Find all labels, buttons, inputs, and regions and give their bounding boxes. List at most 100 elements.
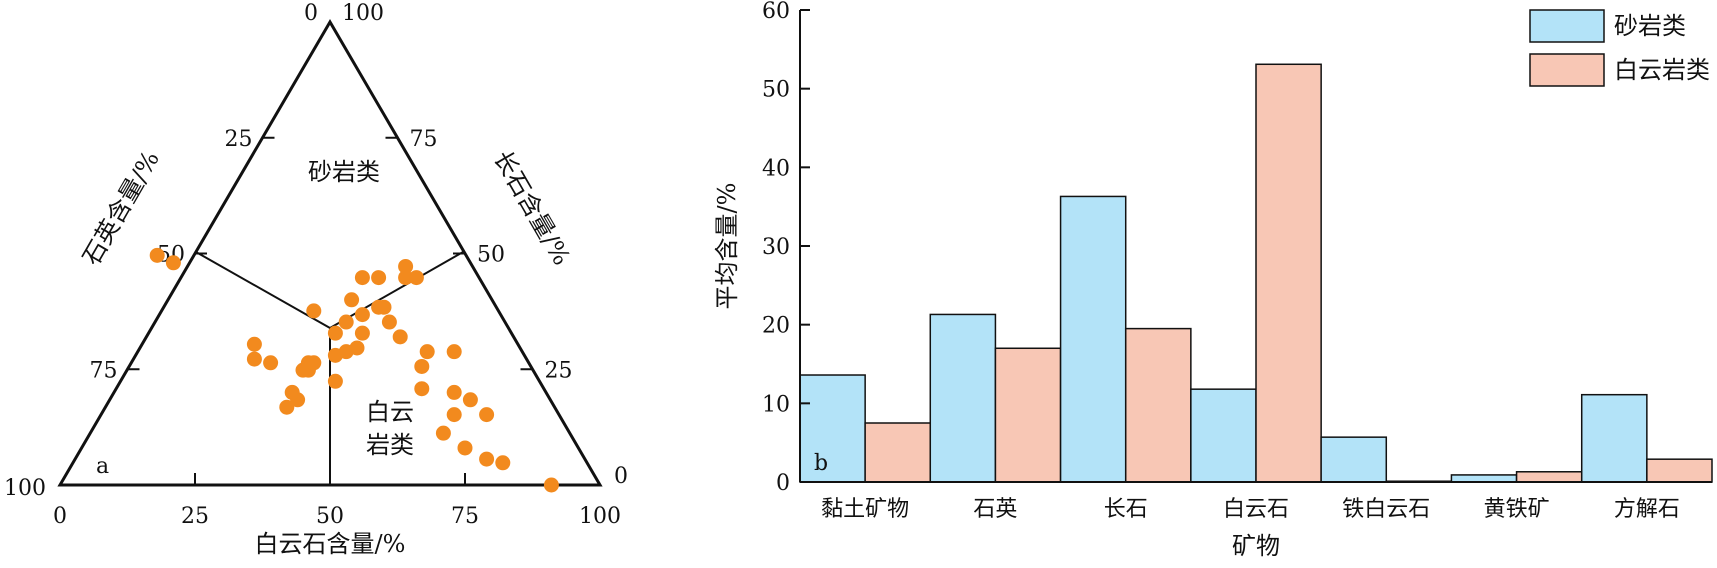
ternary-point xyxy=(398,270,414,286)
x-tick-label: 石英 xyxy=(973,497,1017,522)
panel-label-a: a xyxy=(96,454,109,479)
region-label-dolomite-line2: 岩类 xyxy=(366,431,414,459)
bar-sandstone xyxy=(1450,474,1518,483)
bar-sandstone xyxy=(929,313,997,483)
legend-swatch-dolomite xyxy=(1529,53,1605,87)
ternary-point xyxy=(246,351,262,367)
left-tick-label: 100 xyxy=(4,476,46,501)
bottom-tick-label: 75 xyxy=(451,504,479,529)
ternary-point xyxy=(543,477,559,493)
region-divider-right xyxy=(329,251,464,329)
panel-label-b: b xyxy=(814,451,828,476)
left-tick-label: 25 xyxy=(225,127,253,152)
ternary-point xyxy=(446,384,462,400)
y-tick-label: 50 xyxy=(762,78,790,103)
x-tick-label: 铁白云石 xyxy=(1342,497,1430,522)
ternary-point xyxy=(479,451,495,467)
ternary-point xyxy=(349,340,365,356)
ternary-point xyxy=(306,303,322,319)
ternary-point xyxy=(284,384,300,400)
bar-dolomite xyxy=(1515,471,1583,483)
ternary-point xyxy=(398,258,414,274)
y-tick-label: 30 xyxy=(762,235,790,260)
bar-sandstone xyxy=(1190,388,1257,483)
bottom-axis-title: 白云石含量/% xyxy=(255,530,406,558)
bar-sandstone xyxy=(1580,393,1648,483)
right-tick-label: 0 xyxy=(614,464,628,489)
ternary-point xyxy=(246,336,262,352)
y-tick-label: 0 xyxy=(776,471,790,496)
ternary-point xyxy=(446,344,462,360)
ternary-point xyxy=(344,292,360,308)
right-tick-label: 50 xyxy=(477,243,505,268)
right-tick-label: 25 xyxy=(545,358,573,383)
ternary-point xyxy=(381,314,397,330)
ternary-point xyxy=(479,407,495,423)
ternary-point xyxy=(327,373,343,389)
bottom-tick-label: 50 xyxy=(316,504,344,529)
y-tick-label: 20 xyxy=(762,314,790,339)
right-tick-label: 100 xyxy=(342,1,384,26)
ternary-point xyxy=(165,255,181,271)
x-axis-title: 矿物 xyxy=(1232,532,1280,560)
ternary-points xyxy=(149,247,559,493)
ternary-point xyxy=(457,440,473,456)
ternary-point xyxy=(408,270,424,286)
left-tick-label: 0 xyxy=(304,1,318,26)
bar-dolomite xyxy=(994,347,1062,483)
ternary-point xyxy=(327,325,343,341)
x-tick-label: 黏土矿物 xyxy=(821,497,909,522)
left-tick-label: 75 xyxy=(90,358,118,383)
legend-swatch-sandstone xyxy=(1529,9,1605,43)
ternary-point xyxy=(149,247,165,263)
ternary-point xyxy=(338,314,354,330)
bar-series xyxy=(799,63,1713,483)
ternary-point xyxy=(419,344,435,360)
ternary-point xyxy=(495,455,511,471)
ternary-point xyxy=(279,399,295,415)
x-tick-label: 长石 xyxy=(1104,497,1148,522)
bottom-tick-label: 0 xyxy=(53,504,67,529)
x-axis-tick-labels: 黏土矿物 石英 长石 白云石 铁白云石 黄铁矿 方解石 xyxy=(821,497,1680,522)
x-tick-label: 黄铁矿 xyxy=(1484,497,1550,522)
y-tick-label: 10 xyxy=(762,392,790,417)
legend: 砂岩类 白云岩类 xyxy=(1529,9,1710,87)
bar-sandstone xyxy=(799,374,866,483)
legend-label-sandstone: 砂岩类 xyxy=(1614,12,1686,40)
bar-dolomite xyxy=(864,422,932,483)
ternary-point xyxy=(392,329,408,345)
bar-chart: 0 10 20 30 40 50 60 黏土矿物 石英 长石 白云石 铁白云石 黄铁矿 方解石 平均含量… xyxy=(713,0,1713,560)
bar-sandstone xyxy=(1059,195,1127,483)
bar-dolomite xyxy=(1255,63,1322,483)
ternary-point xyxy=(263,355,279,371)
region-divider-left xyxy=(195,251,331,329)
legend-label-dolomite: 白云岩类 xyxy=(1614,56,1710,84)
ternary-point xyxy=(306,355,322,371)
bottom-tick-label: 25 xyxy=(181,504,209,529)
bottom-tick-label: 100 xyxy=(579,504,621,529)
y-axis-title: 平均含量/% xyxy=(713,183,741,310)
x-tick-label: 白云石 xyxy=(1223,497,1289,522)
ternary-point xyxy=(446,407,462,423)
x-tick-label: 方解石 xyxy=(1614,497,1680,522)
right-tick-label: 75 xyxy=(410,127,438,152)
bar-dolomite xyxy=(1124,327,1192,483)
ternary-point xyxy=(414,358,430,374)
bar-sandstone xyxy=(1320,436,1388,483)
ternary-point xyxy=(371,270,387,286)
ternary-point xyxy=(354,307,370,323)
region-label-sandstone: 砂岩类 xyxy=(308,158,380,186)
ternary-point xyxy=(462,392,478,408)
ternary-point xyxy=(354,270,370,286)
ternary-point xyxy=(435,425,451,441)
ternary-point xyxy=(414,381,430,397)
y-tick-label: 40 xyxy=(762,156,790,181)
ternary-point xyxy=(354,325,370,341)
y-axis-ticks: 0 10 20 30 40 50 60 xyxy=(762,0,810,496)
bar-dolomite xyxy=(1646,458,1713,483)
region-label-dolomite-line1: 白云 xyxy=(366,398,414,426)
